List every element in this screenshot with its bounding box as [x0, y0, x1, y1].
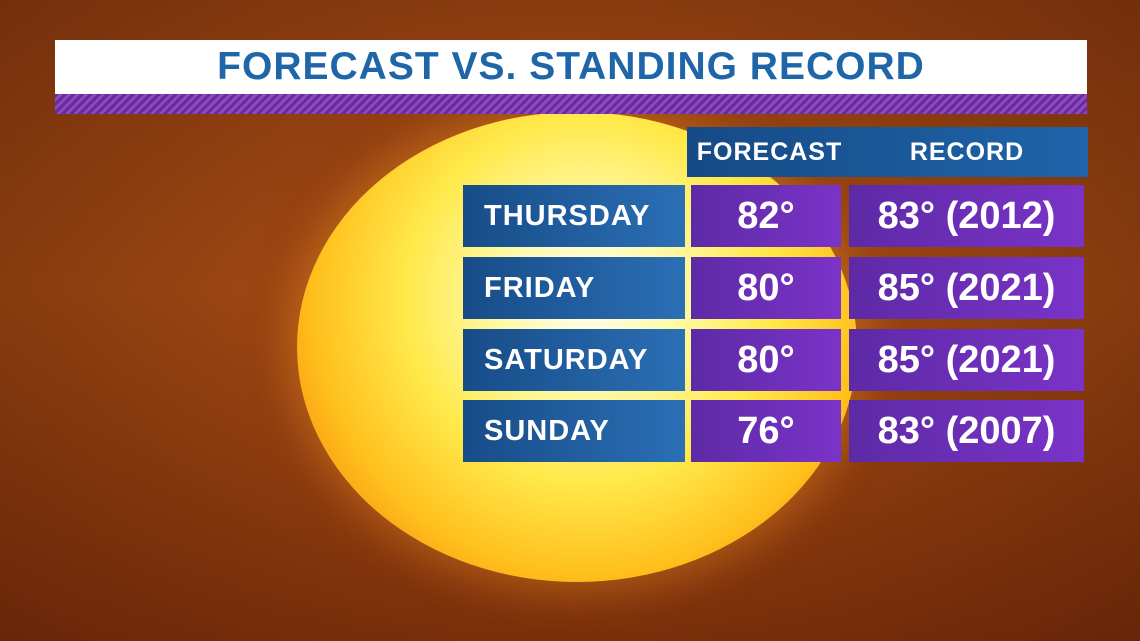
day-label: THURSDAY	[463, 185, 685, 247]
record-value: 83° (2007)	[849, 400, 1084, 462]
forecast-value: 82°	[691, 185, 841, 247]
column-header-bar: FORECAST RECORD	[687, 127, 1088, 177]
page-title: FORECAST VS. STANDING RECORD	[217, 45, 925, 88]
record-value: 85° (2021)	[849, 329, 1084, 391]
day-label: SATURDAY	[463, 329, 685, 391]
forecast-column-header: FORECAST	[696, 138, 843, 166]
forecast-value: 80°	[691, 329, 841, 391]
title-banner: FORECAST VS. STANDING RECORD	[55, 40, 1087, 94]
forecast-value: 80°	[691, 257, 841, 319]
title-stripe-decoration	[55, 94, 1087, 114]
day-label: FRIDAY	[463, 257, 685, 319]
record-column-header: RECORD	[909, 138, 1025, 166]
record-value: 85° (2021)	[849, 257, 1084, 319]
day-label: SUNDAY	[463, 400, 685, 462]
forecast-value: 76°	[691, 400, 841, 462]
record-value: 83° (2012)	[849, 185, 1084, 247]
